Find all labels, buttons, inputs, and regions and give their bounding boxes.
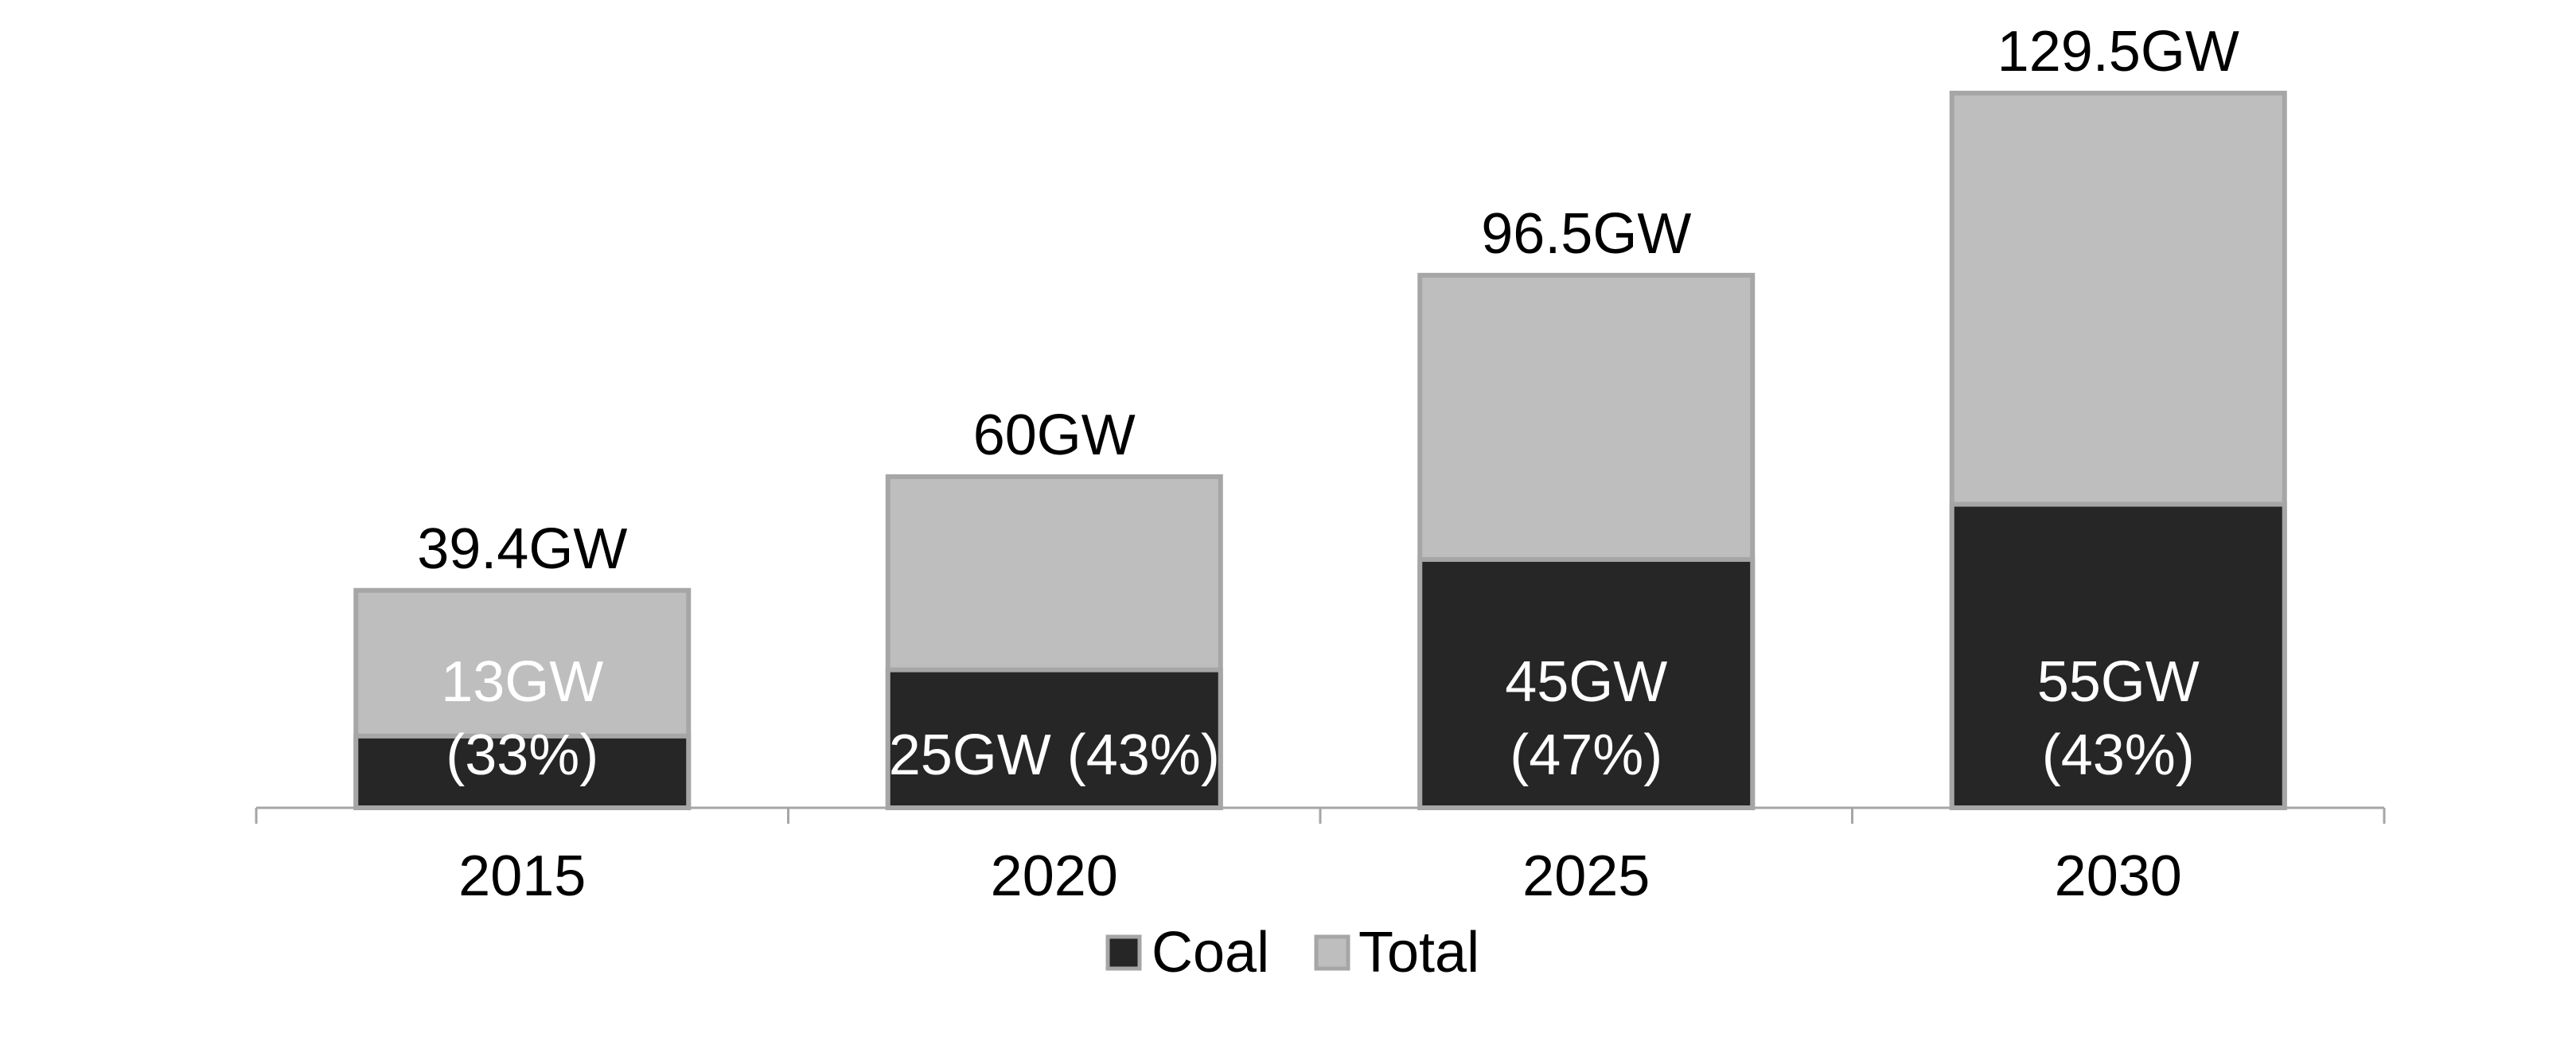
x-tick-label: 2020	[991, 844, 1118, 908]
coal-value-line: (43%)	[2042, 723, 2195, 787]
total-value-label: 60GW	[973, 404, 1136, 467]
coal-value-line: (33%)	[446, 723, 598, 787]
legend-swatch-total	[1314, 934, 1350, 971]
x-tick-label: 2015	[458, 844, 586, 908]
x-tick-label: 2025	[1522, 844, 1650, 908]
total-value-label: 39.4GW	[417, 517, 627, 581]
coal-value-label: 13GW (33%)	[441, 650, 603, 787]
coal-bar-2020	[885, 667, 1223, 810]
coal-value-label: 45GW (47%)	[1505, 650, 1667, 787]
coal-bar-2030	[1949, 501, 2287, 810]
tick-labels: 2015 2020 2025 2030	[458, 844, 2182, 908]
value-labels: 39.4GW 13GW (33%) 60GW 25GW (43%) 96.5GW 45GW (…	[417, 20, 2239, 787]
coal-value-line: (47%)	[1510, 723, 1662, 787]
coal-value-line: 25GW (43%)	[889, 723, 1220, 787]
legend-label-total: Total	[1358, 921, 1479, 984]
bars	[353, 91, 2287, 810]
coal-bar-2025	[1417, 556, 1756, 810]
coal-value-line: 55GW	[2037, 650, 2200, 714]
legend: Coal Total	[1105, 921, 1479, 984]
total-value-label: 129.5GW	[1997, 20, 2239, 84]
x-tick-label: 2030	[2055, 844, 2182, 908]
coal-value-line: 13GW	[441, 650, 603, 714]
coal-value-label: 25GW (43%)	[889, 723, 1220, 787]
legend-label-coal: Coal	[1152, 921, 1269, 984]
coal-value-line: 45GW	[1505, 650, 1667, 714]
legend-swatch-coal	[1105, 934, 1142, 971]
total-value-label: 96.5GW	[1481, 202, 1691, 266]
axis-ticks	[255, 808, 2386, 824]
coal-value-label: 55GW (43%)	[2037, 650, 2200, 787]
